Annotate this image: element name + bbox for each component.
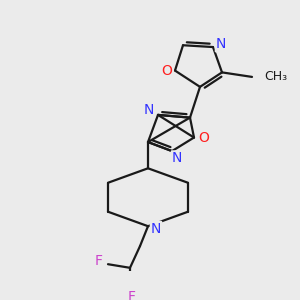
Text: N: N	[151, 222, 161, 236]
Text: N: N	[144, 103, 154, 117]
Text: CH₃: CH₃	[264, 70, 287, 83]
Text: O: O	[162, 64, 172, 78]
Text: O: O	[199, 130, 209, 145]
Text: N: N	[216, 37, 226, 51]
Text: F: F	[95, 254, 103, 268]
Text: F: F	[128, 290, 136, 300]
Text: N: N	[172, 151, 182, 165]
